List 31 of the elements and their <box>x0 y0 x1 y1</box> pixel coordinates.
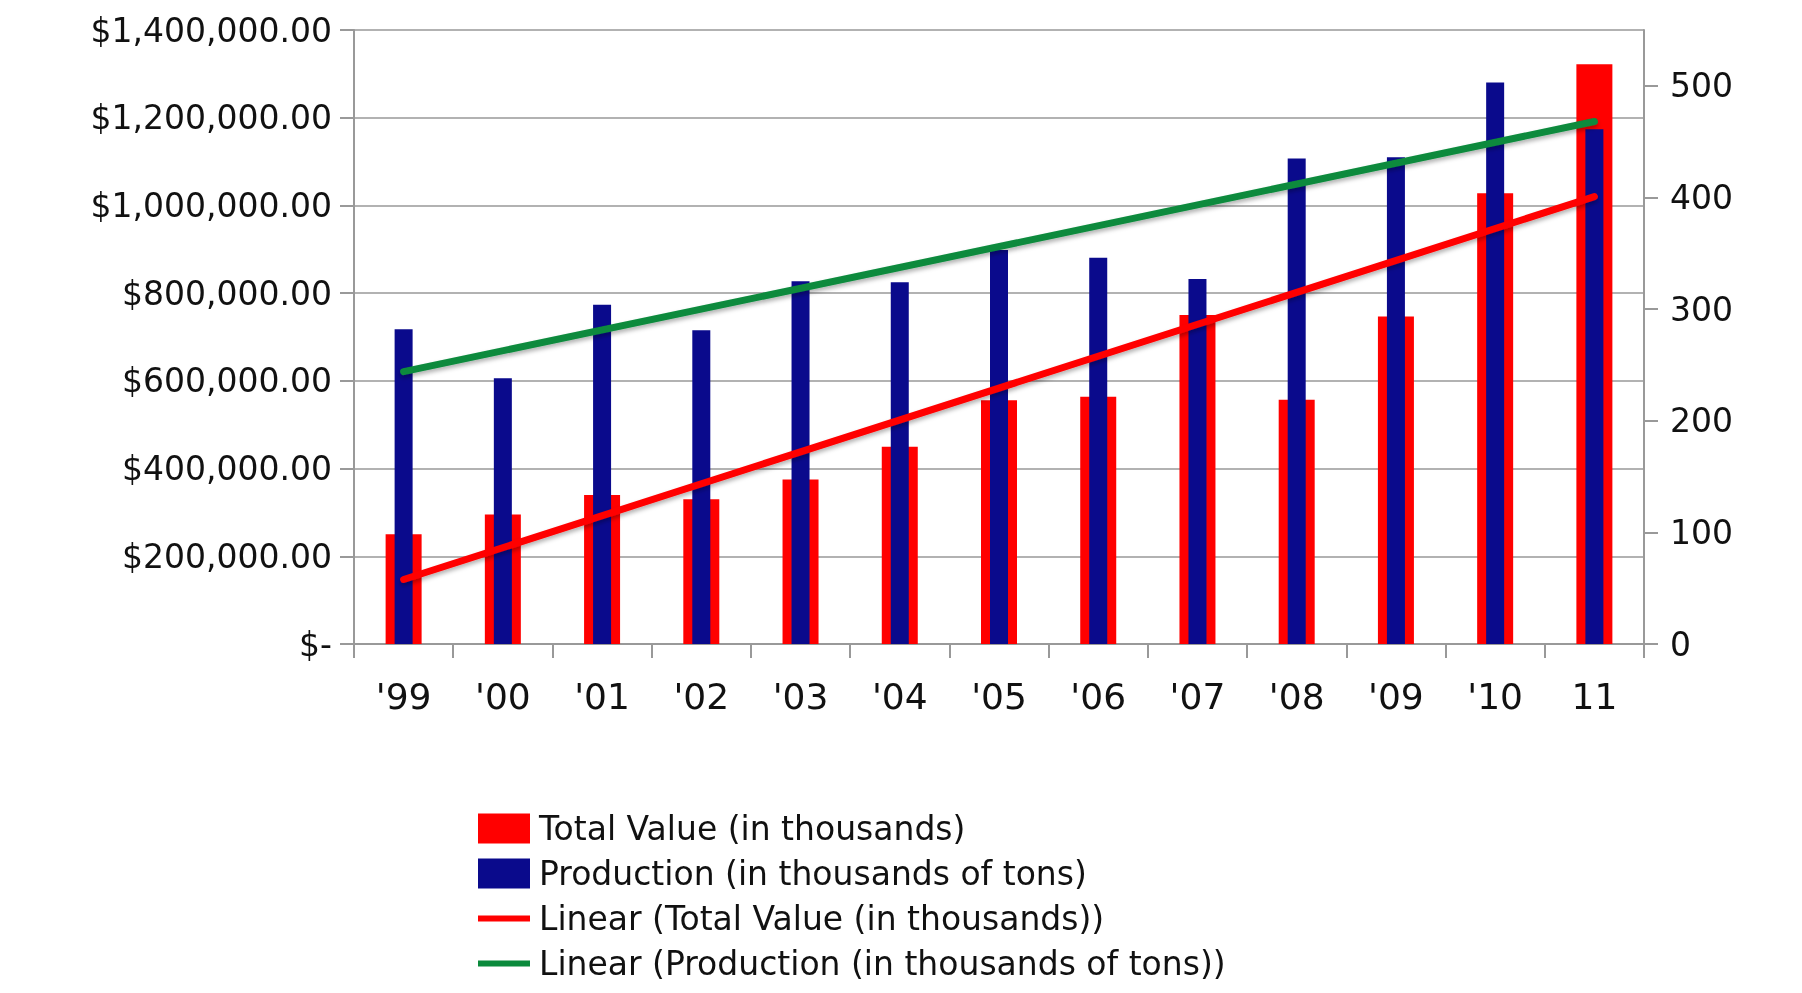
x-tick-label: '05 <box>971 675 1027 717</box>
x-tick-label: 11 <box>1571 675 1618 717</box>
legend-label: Production (in thousands of tons) <box>539 854 1087 893</box>
y-tick-label: $600,000.00 <box>122 361 332 401</box>
y-tick-label: $800,000.00 <box>122 273 332 313</box>
y-tick-label: $1,000,000.00 <box>90 185 332 225</box>
x-tick-label: '99 <box>375 675 432 717</box>
legend-label: Linear (Production (in thousands of tons)) <box>539 944 1226 983</box>
y2-tick-label: 300 <box>1670 289 1733 329</box>
y-tick-label: $1,400,000.00 <box>90 10 332 50</box>
x-tick-label: '09 <box>1368 675 1424 717</box>
y2-tick-label: 200 <box>1670 401 1733 441</box>
y2-tick-label: 0 <box>1670 624 1691 664</box>
x-tick-label: '04 <box>871 675 928 717</box>
y2-tick-label: 100 <box>1670 512 1733 552</box>
x-tick-label: '03 <box>772 675 829 717</box>
y2-tick-label: 400 <box>1670 177 1733 217</box>
y-tick-label: $1,200,000.00 <box>90 98 332 138</box>
legend-label: Linear (Total Value (in thousands)) <box>539 899 1105 938</box>
x-tick-label: '01 <box>574 675 630 717</box>
x-tick-label: '00 <box>474 675 531 717</box>
x-tick-label: '10 <box>1467 675 1524 717</box>
y-tick-label: $200,000.00 <box>122 536 332 576</box>
x-tick-label: '08 <box>1268 675 1325 717</box>
legend-label: Total Value (in thousands) <box>538 809 966 848</box>
x-tick-label: '02 <box>673 675 730 717</box>
y-tick-label: $400,000.00 <box>122 449 332 489</box>
y2-tick-label: 500 <box>1670 66 1733 106</box>
x-tick-label: '07 <box>1169 675 1226 717</box>
x-tick-label: '06 <box>1070 675 1127 717</box>
y-tick-label: $- <box>299 624 332 664</box>
